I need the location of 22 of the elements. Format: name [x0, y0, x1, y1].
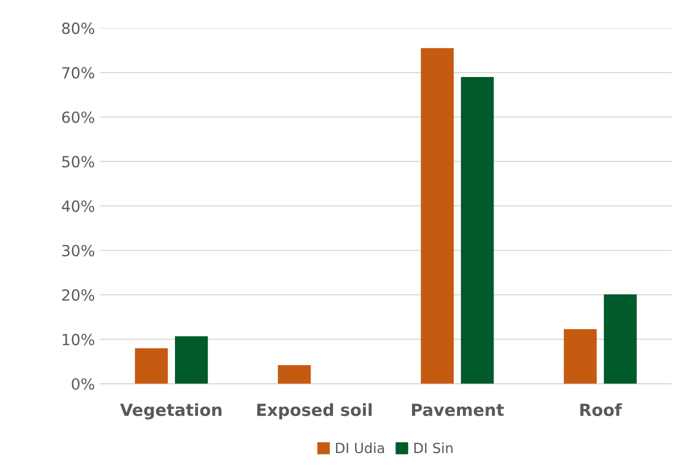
y-tick-label: 10% — [62, 334, 94, 346]
bar — [604, 294, 637, 384]
y-tick-label: 50% — [62, 156, 94, 168]
bar — [134, 348, 168, 384]
x-tick-label: Exposed soil — [257, 403, 372, 420]
legend-label: DI Sin — [414, 442, 453, 454]
x-tick-label: Vegetation — [120, 403, 222, 420]
x-tick-label: Pavement — [412, 404, 504, 416]
legend-label: DI Udia — [336, 442, 384, 454]
bar — [278, 365, 311, 384]
y-tick-label: 20% — [62, 289, 94, 301]
bar — [564, 329, 597, 384]
y-tick-label: 60% — [62, 111, 94, 124]
x-tick-label: Roof — [580, 403, 622, 416]
bar — [420, 48, 454, 384]
bar — [174, 336, 208, 384]
y-tick-label: 40% — [62, 200, 94, 212]
y-tick-label: 30% — [62, 244, 94, 256]
bar — [460, 76, 494, 384]
y-tick-label: 0% — [72, 378, 94, 390]
y-tick-label: 80% — [62, 22, 94, 34]
y-tick-label: 70% — [62, 67, 94, 79]
